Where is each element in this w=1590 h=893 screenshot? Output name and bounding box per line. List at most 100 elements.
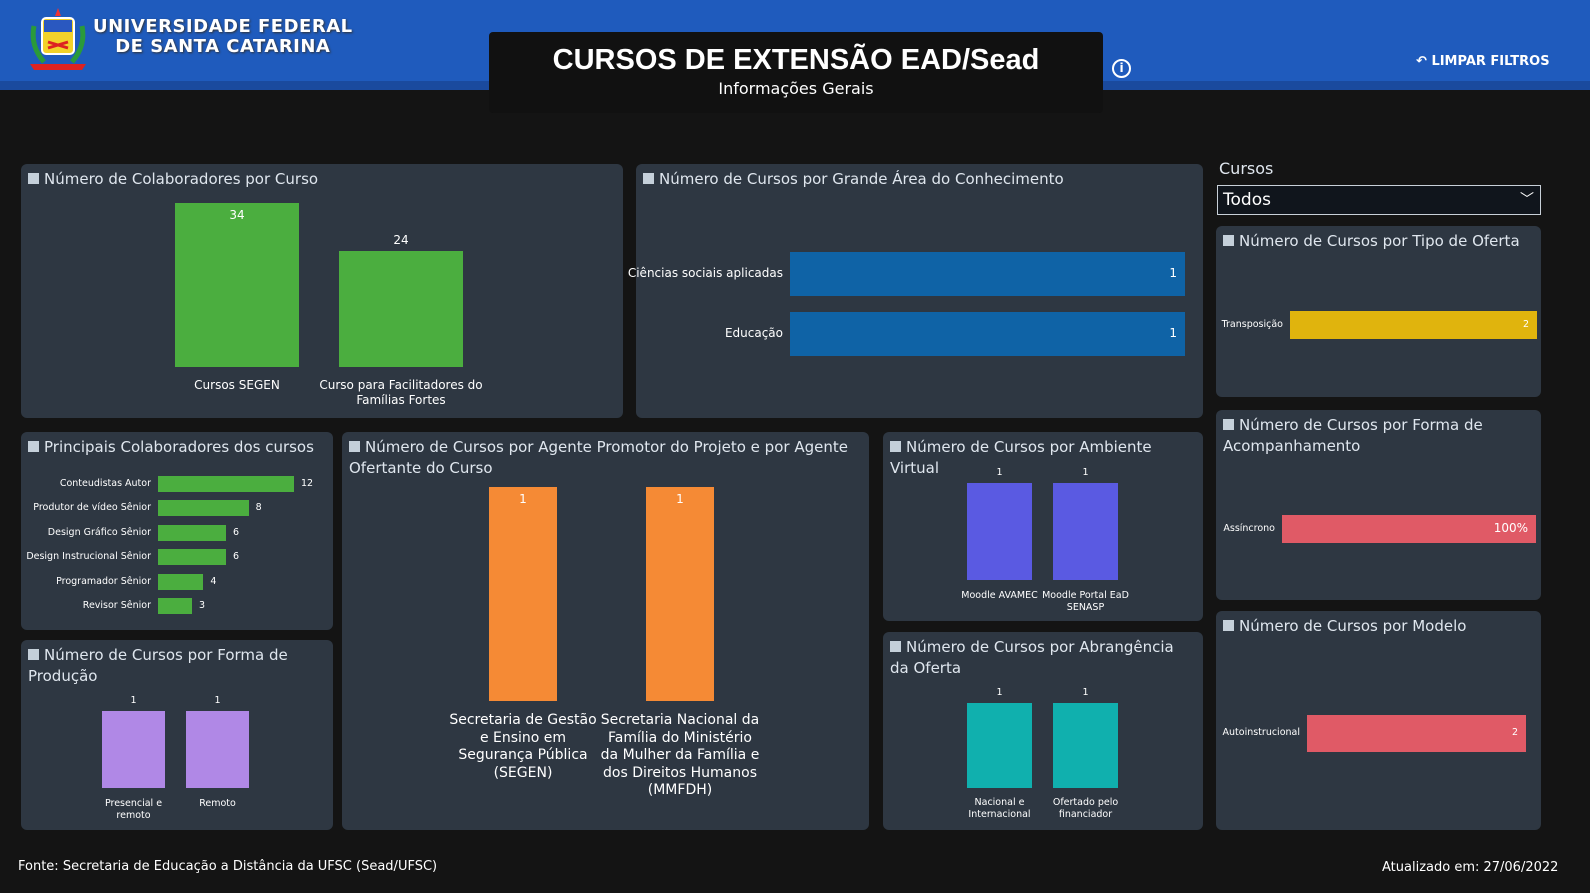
chart-title: Número de Cursos por Ambiente Virtual [890,437,1195,479]
data-label: 1 [1169,326,1177,341]
bar[interactable] [790,312,1185,356]
category-label: Remoto [199,798,236,809]
chart-panel-c5: Número de Cursos por Modelo 2 Autoinstruci… [1216,611,1541,830]
data-label: 6 [233,526,240,538]
chart-title: Número de Cursos por Abrangência da Ofer… [890,637,1195,679]
bar[interactable] [175,203,299,367]
bar[interactable] [158,500,249,516]
chart-title: Número de Cursos por Modelo [1223,616,1533,637]
bar[interactable] [1053,483,1118,580]
chart-title: Número de Cursos por Forma de Acompanham… [1223,415,1533,457]
data-label: 24 [393,233,409,248]
chart-panel-c9: Número de Cursos por Ambiente Virtual 1 Mo… [883,432,1203,621]
ufsc-crest-logo [30,8,86,70]
category-label: Assíncrono [1223,522,1275,534]
bar[interactable] [967,483,1032,580]
slicer-label: Cursos [1219,159,1274,178]
updated-date: Atualizado em: 27/06/2022 [1382,860,1559,875]
bar[interactable] [1307,715,1526,752]
page-title: CURSOS DE EXTENSÃO EAD/Sead [552,44,1040,76]
category-label: Presencial e remoto [104,798,163,821]
chart-panel-c8: Número de Cursos por Agente Promotor do … [342,432,869,830]
bar[interactable] [158,574,204,590]
chart-title: Número de Cursos por Forma de Produção [28,645,325,687]
data-label: 2 [1511,727,1518,739]
bar[interactable] [1282,515,1536,543]
category-label: Revisor Sênior [82,599,151,611]
data-label: 2 [1522,318,1529,330]
category-label: Design Gráfico Sênior [47,526,151,538]
university-name: UNIVERSIDADE FEDERAL DE SANTA CATARINA [93,17,353,57]
bar[interactable] [790,252,1185,296]
bar[interactable] [339,251,463,367]
bar[interactable] [158,598,192,614]
bar[interactable] [158,549,226,565]
category-label: Curso para Facilitadores do Famílias For… [319,378,483,407]
chart-panel-c2: Número de Cursos por Grande Área do Conh… [628,164,1203,418]
university-line1: UNIVERSIDADE FEDERAL [93,16,353,37]
clear-filters-label: LIMPAR FILTROS [1431,54,1550,69]
category-label: Educação [724,326,783,341]
chart-panel-c1: Número de Colaboradores por Curso 34 Curso… [21,164,623,418]
category-label: Design Instrucional Sênior [26,550,151,562]
data-label: 12 [301,477,314,489]
data-label: 1 [676,492,684,506]
bar[interactable] [1290,311,1537,339]
category-label: Transposição [1221,318,1283,330]
info-icon[interactable]: i [1112,59,1131,78]
bar[interactable] [102,711,165,788]
data-label: 1 [214,695,221,706]
data-label: 1 [996,687,1003,698]
data-label: 1 [1082,687,1089,698]
bar[interactable] [1053,703,1118,788]
category-label: Moodle AVAMEC [961,590,1038,601]
source-note: Fonte: Secretaria de Educação a Distânci… [18,859,438,874]
category-label: Programador Sênior [56,575,151,587]
category-label: Autoinstrucional [1222,727,1300,739]
clear-filters-button[interactable]: ↶ LIMPAR FILTROS [1416,54,1550,69]
chart-panel-c4: Número de Cursos por Forma de Acompanham… [1216,410,1541,600]
title-box: CURSOS DE EXTENSÃO EAD/Sead Informações … [489,32,1103,113]
chevron-down-icon: ﹀ [1520,192,1534,208]
chart-title: Número de Cursos por Tipo de Oferta [1223,231,1533,252]
cursos-dropdown[interactable]: Todos ﹀ [1217,185,1541,215]
data-label: 1 [1169,266,1177,281]
data-label: 1 [1082,467,1089,478]
chart-title: Número de Cursos por Agente Promotor do … [349,437,861,479]
bar[interactable] [646,487,714,701]
page-subtitle: Informações Gerais [718,79,874,98]
category-label: Cursos SEGEN [194,378,280,392]
university-line2: DE SANTA CATARINA [115,36,331,57]
bar[interactable] [186,711,249,788]
chart-panel-c3: Número de Cursos por Tipo de Oferta 2 Tran… [1216,226,1541,397]
chart-title: Número de Colaboradores por Curso [28,169,615,190]
data-label: 1 [996,467,1003,478]
category-label: Nacional e Internacional [968,797,1031,820]
dropdown-value: Todos [1223,190,1271,210]
category-label: Secretaria de Gestão e Ensino em Seguran… [449,712,597,781]
bar[interactable] [158,476,294,492]
chart-panel-c10: Número de Cursos por Abrangência da Ofer… [883,632,1203,830]
data-label: 6 [233,550,240,562]
category-label: Conteudistas Autor [59,477,151,489]
bar[interactable] [967,703,1032,788]
category-label: Ofertado pelo financiador [1052,797,1119,820]
category-label: Ciências sociais aplicadas [627,266,783,281]
bar[interactable] [158,525,226,541]
data-label: 34 [229,208,245,222]
chart-title: Principais Colaboradores dos cursos [28,437,325,458]
category-label: Moodle Portal EaD SENASP [1042,590,1129,613]
data-label: 100% [1493,521,1528,536]
category-label: Secretaria Nacional da Família do Minist… [600,712,760,798]
chart-panel-c6: Principais Colaboradores dos cursos 12 Con… [21,432,333,630]
data-label: 1 [519,492,527,506]
data-label: 3 [199,599,206,611]
category-label: Produtor de vídeo Sênior [33,501,151,513]
undo-arrow-icon: ↶ [1416,54,1427,69]
data-label: 1 [130,695,137,706]
data-label: 8 [255,501,262,513]
chart-title: Número de Cursos por Grande Área do Conh… [643,169,1195,190]
bar[interactable] [489,487,557,701]
chart-panel-c7: Número de Cursos por Forma de Produção 1 P… [21,640,333,830]
data-label: 4 [210,575,217,587]
